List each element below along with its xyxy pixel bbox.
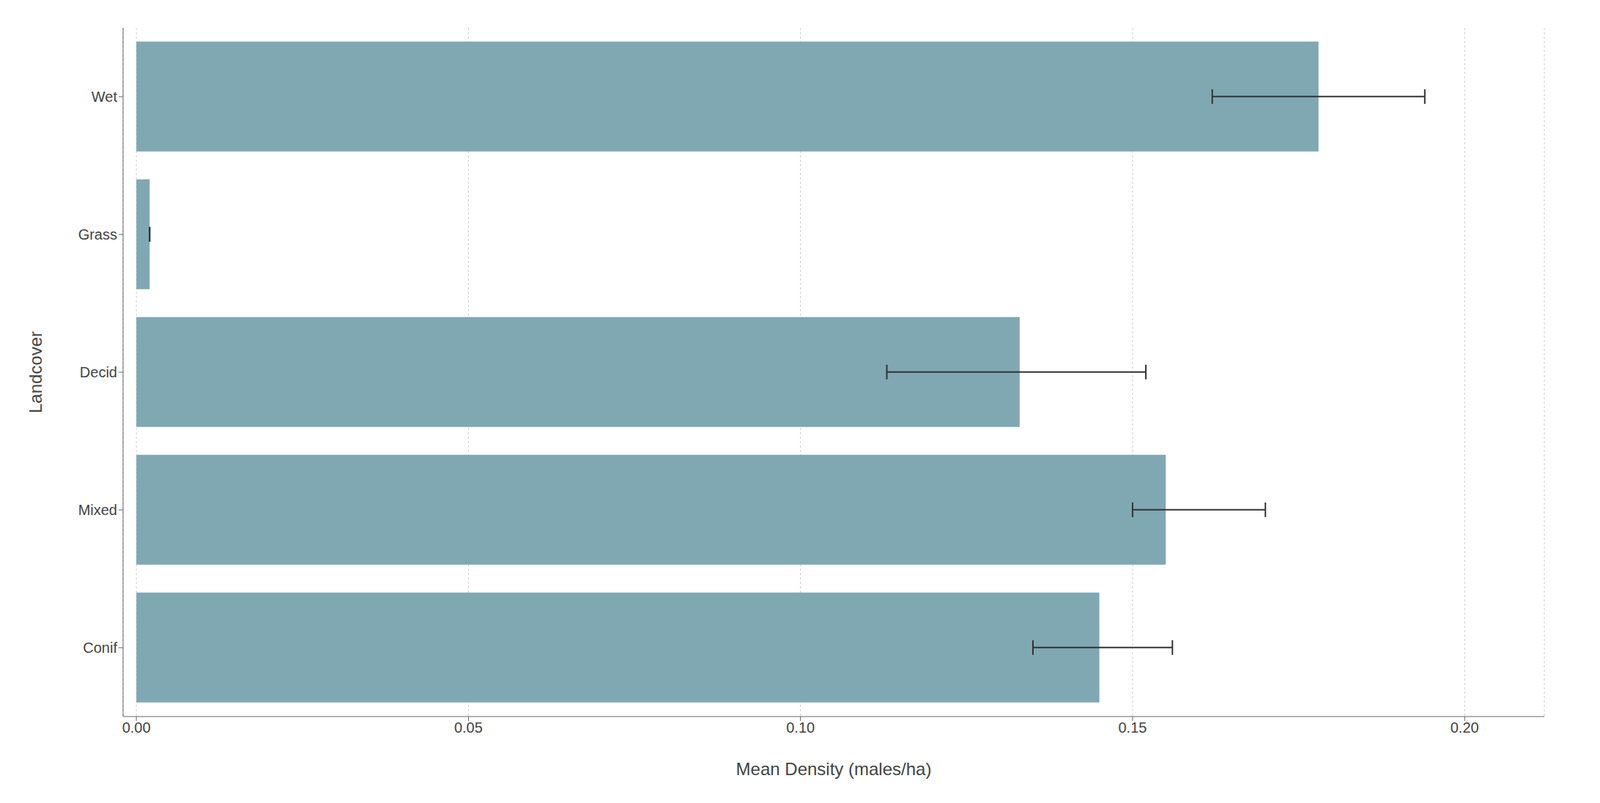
svg-text:Landcover: Landcover — [25, 331, 46, 414]
svg-text:0.10: 0.10 — [786, 719, 815, 736]
svg-text:Decid: Decid — [79, 364, 118, 381]
svg-text:Mixed: Mixed — [78, 501, 118, 518]
svg-text:0.20: 0.20 — [1450, 719, 1480, 736]
svg-text:0.00: 0.00 — [122, 719, 151, 736]
svg-text:Mean Density (males/ha): Mean Density (males/ha) — [736, 758, 932, 779]
svg-text:Wet: Wet — [91, 88, 118, 105]
svg-text:Conif: Conif — [82, 639, 118, 656]
svg-text:0.15: 0.15 — [1117, 719, 1147, 736]
svg-text:0.05: 0.05 — [454, 719, 483, 736]
svg-text:Grass: Grass — [78, 226, 118, 243]
